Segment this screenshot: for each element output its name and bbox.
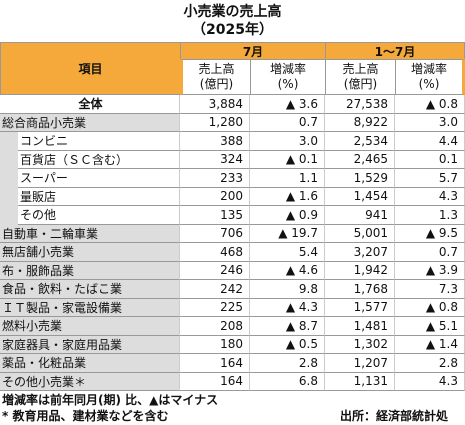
indent: [0, 150, 18, 169]
cell: 2.8: [250, 354, 325, 373]
cell: ▲ 8.7: [250, 317, 325, 336]
row-label: その他小売業＊: [0, 372, 180, 391]
cell: 225: [180, 298, 250, 317]
cell: ▲ 0.8: [395, 298, 465, 317]
indent: [0, 132, 18, 151]
cell: 0.7: [395, 243, 465, 262]
cell: ▲ 0.1: [250, 150, 325, 169]
indent: [0, 187, 18, 206]
cell: 5.4: [250, 243, 325, 262]
cell: 1,481: [325, 317, 395, 336]
source: 出所：経済部統計処: [340, 408, 449, 423]
subtitle: （2025年）: [192, 22, 273, 38]
cell: 1,529: [325, 169, 395, 188]
cell: 1,280: [180, 113, 250, 132]
cell: 233: [180, 169, 250, 188]
cell: 2,465: [325, 150, 395, 169]
row-label: 燃料小売業: [0, 317, 180, 336]
group-header: 1～7月: [325, 42, 465, 60]
cell: 1.3: [395, 206, 465, 225]
cell: ▲ 0.9: [250, 206, 325, 225]
cell: 4.3: [395, 187, 465, 206]
cell: ▲ 3.9: [395, 261, 465, 280]
cell: 1,942: [325, 261, 395, 280]
row-label: 全体: [0, 95, 180, 114]
cell: 388: [180, 132, 250, 151]
title: 小売業の売上高: [183, 4, 282, 20]
cell: 468: [180, 243, 250, 262]
column-header: 増減率 (%): [250, 59, 326, 95]
cell: 5.7: [395, 169, 465, 188]
cell: 3.0: [250, 132, 325, 151]
cell: ▲ 1.6: [250, 187, 325, 206]
cell: 1,577: [325, 298, 395, 317]
cell: 324: [180, 150, 250, 169]
cell: ▲ 0.8: [395, 95, 465, 114]
cell: ▲ 1.4: [395, 335, 465, 354]
row-label: 食品・飲料・たばこ業: [0, 280, 180, 299]
cell: 941: [325, 206, 395, 225]
cell: 1.1: [250, 169, 325, 188]
row-label: その他: [18, 206, 180, 225]
cell: 1,768: [325, 280, 395, 299]
cell: 27,538: [325, 95, 395, 114]
cell: 8,922: [325, 113, 395, 132]
cell: 135: [180, 206, 250, 225]
cell: 7.3: [395, 280, 465, 299]
row-label: 総合商品小売業: [0, 113, 180, 132]
cell: 0.7: [250, 113, 325, 132]
cell: ▲ 5.1: [395, 317, 465, 336]
cell: 9.8: [250, 280, 325, 299]
row-label: 布・服飾品業: [0, 261, 180, 280]
row-label: 量販店: [18, 187, 180, 206]
row-label: 百貨店（ＳＣ含む）: [18, 150, 180, 169]
cell: 4.4: [395, 132, 465, 151]
cell: 6.8: [250, 372, 325, 391]
cell: 4.3: [395, 372, 465, 391]
column-header: 売上高 (億円): [325, 59, 396, 95]
row-label: コンビニ: [18, 132, 180, 151]
cell: ▲ 0.5: [250, 335, 325, 354]
group-header: 7月: [180, 42, 326, 60]
cell: 1,131: [325, 372, 395, 391]
cell: 164: [180, 372, 250, 391]
cell: ▲ 4.3: [250, 298, 325, 317]
row-label: 家庭器具・家庭用品業: [0, 335, 180, 354]
cell: 246: [180, 261, 250, 280]
indent: [0, 206, 18, 225]
row-label: ＩＴ製品・家電設備業: [0, 298, 180, 317]
row-label: スーパー: [18, 169, 180, 188]
row-label: 無店舗小売業: [0, 243, 180, 262]
column-header: 増減率 (%): [395, 59, 465, 95]
cell: 242: [180, 280, 250, 299]
cell: 3,207: [325, 243, 395, 262]
cell: 1,207: [325, 354, 395, 373]
note: * 教育用品、建材業などを含む: [2, 408, 169, 423]
cell: 706: [180, 224, 250, 243]
row-label: 自動車・二輪車業: [0, 224, 180, 243]
cell: 3.0: [395, 113, 465, 132]
cell: 2,534: [325, 132, 395, 151]
cell: ▲ 4.6: [250, 261, 325, 280]
indent: [0, 169, 18, 188]
cell: 5,001: [325, 224, 395, 243]
row-label: 薬品・化粧品業: [0, 354, 180, 373]
column-header: 売上高 (億円): [180, 59, 251, 95]
cell: 200: [180, 187, 250, 206]
item-header: 項目: [0, 42, 181, 95]
cell: ▲ 9.5: [395, 224, 465, 243]
cell: 2.8: [395, 354, 465, 373]
cell: 180: [180, 335, 250, 354]
cell: 3,884: [180, 95, 250, 114]
cell: ▲ 19.7: [250, 224, 325, 243]
note: 増減率は前年同月(期) 比、▲はマイナス: [2, 392, 219, 407]
cell: ▲ 3.6: [250, 95, 325, 114]
cell: 164: [180, 354, 250, 373]
cell: 208: [180, 317, 250, 336]
cell: 1,454: [325, 187, 395, 206]
cell: 0.1: [395, 150, 465, 169]
cell: 1,302: [325, 335, 395, 354]
